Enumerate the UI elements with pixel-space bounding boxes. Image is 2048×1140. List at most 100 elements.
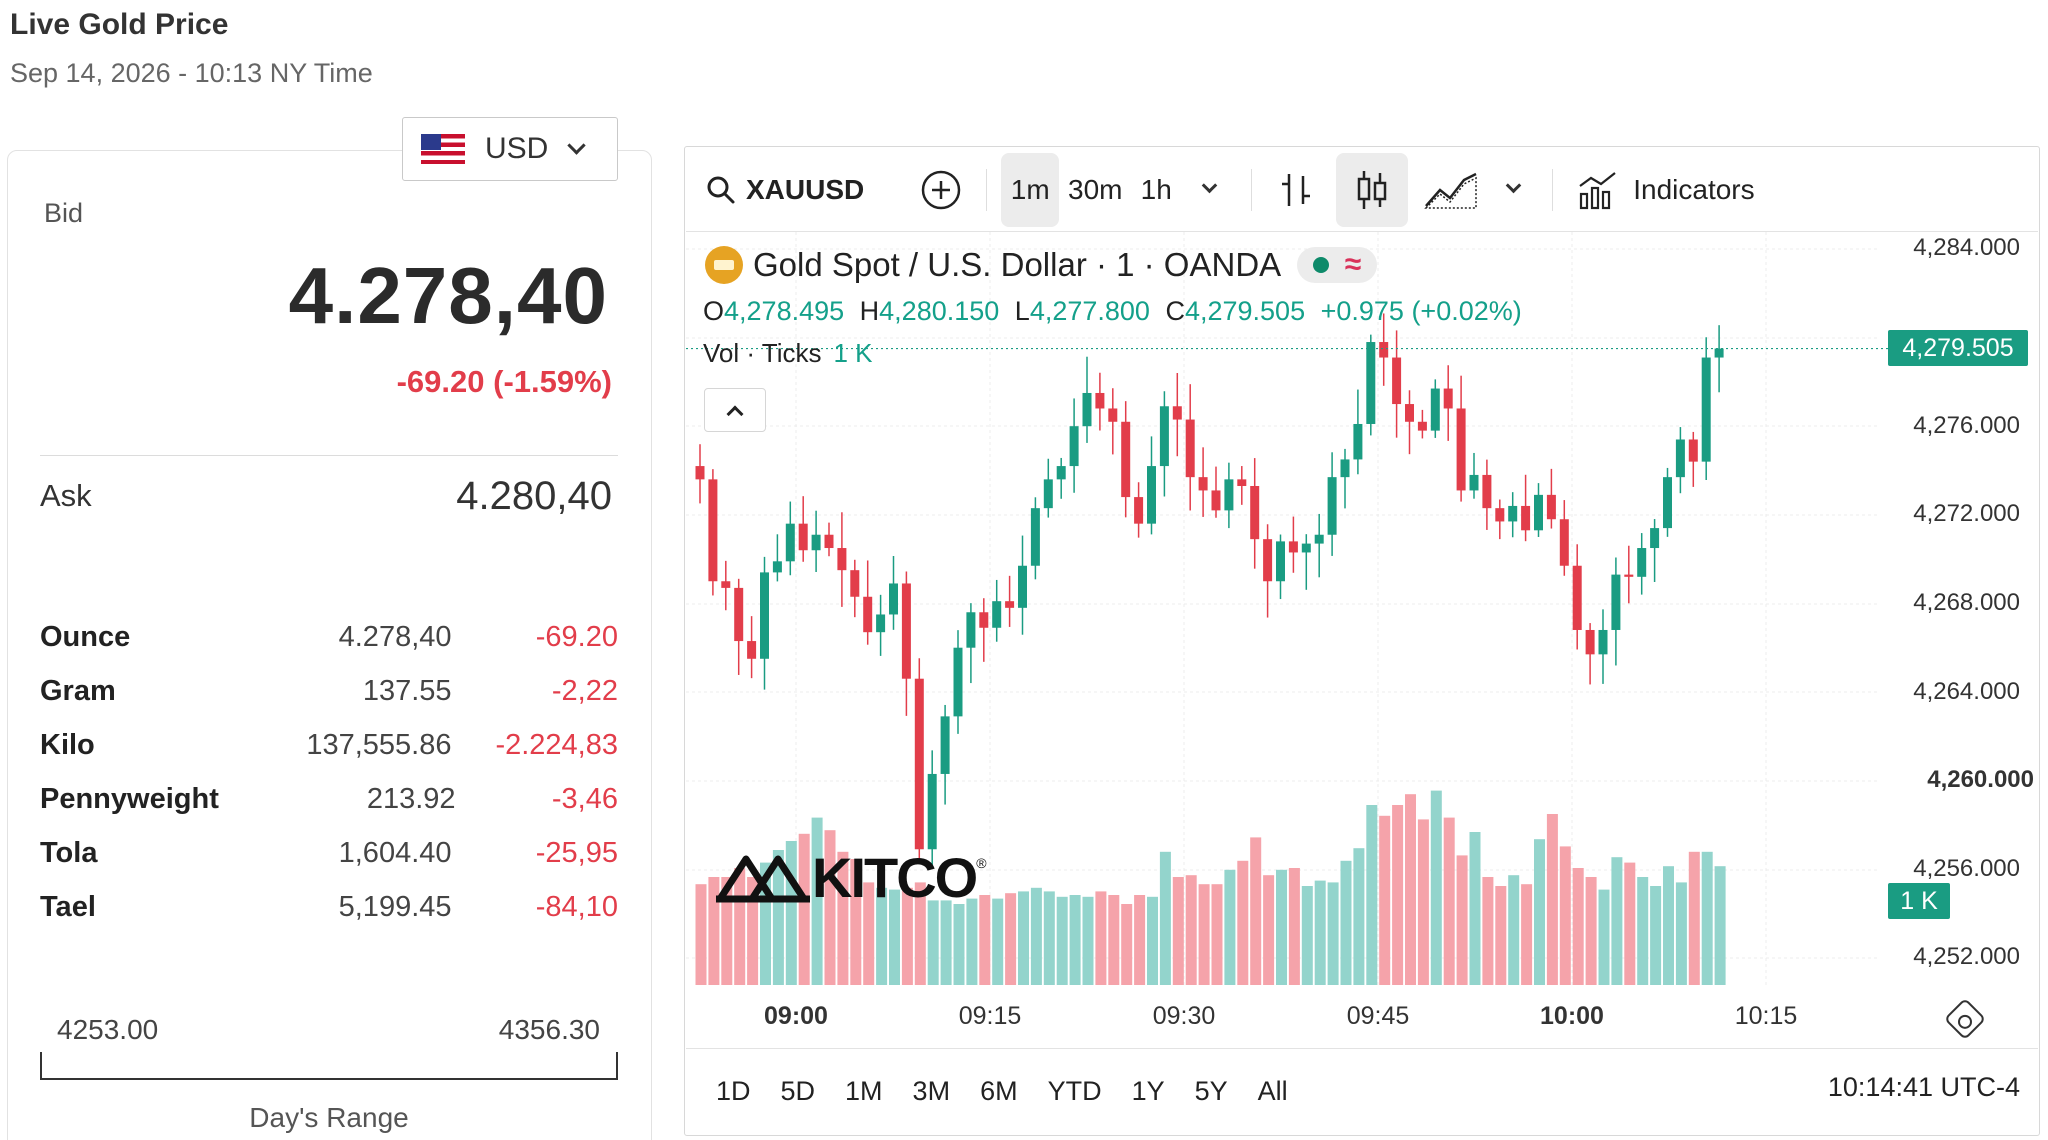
divider: [40, 455, 618, 456]
range-5y[interactable]: 5Y: [1194, 1076, 1228, 1106]
kitco-logo-icon: [716, 855, 810, 902]
price-panel: [7, 150, 652, 1140]
unit-price: 1,604.40: [338, 836, 452, 869]
market-open-dot-icon: [1313, 257, 1330, 273]
delayed-data-icon: ≈: [1344, 248, 1362, 281]
low-label: L: [1014, 296, 1030, 326]
page-subtitle: Sep 14, 2026 - 10:13 NY Time: [10, 58, 373, 88]
x-tick: 09:00: [764, 1002, 828, 1030]
kitco-wordmark: KITCO: [812, 846, 978, 909]
unit-row-tola: Tola 1,604.40 -25,95: [40, 826, 618, 880]
y-tick: 4,264.000: [1913, 678, 2020, 705]
x-tick: 10:15: [1734, 1002, 1798, 1030]
symbol-search[interactable]: XAUUSD: [706, 174, 864, 206]
ohlc-legend: O4,278.495 H4,280.150 L4,277.800 C4,279.…: [703, 296, 1522, 327]
unit-row-pennyweight: Pennyweight 213.92 -3,46: [40, 772, 618, 826]
range-5d[interactable]: 5D: [780, 1076, 816, 1106]
y-tick: 4,260.000: [1927, 766, 2034, 793]
high-value: 4,280.150: [879, 296, 1000, 326]
open-label: O: [703, 296, 725, 326]
area-chart-icon: [1424, 172, 1477, 209]
day-range-label: Day's Range: [249, 1102, 409, 1133]
low-value: 4,277.800: [1029, 296, 1150, 326]
area-style-button[interactable]: [1414, 153, 1488, 227]
interval-30m[interactable]: 30m: [1068, 173, 1123, 205]
y-tick: 4,272.000: [1913, 500, 2020, 527]
range-1d[interactable]: 1D: [716, 1076, 751, 1106]
x-tick: 09:45: [1346, 1002, 1410, 1030]
chevron-down-icon: [1201, 177, 1218, 194]
unit-change: -69.20: [535, 620, 618, 653]
unit-price: 4.278,40: [338, 620, 452, 653]
indicators-icon: [1579, 171, 1616, 209]
indicators-label: Indicators: [1633, 173, 1755, 205]
open-value: 4,278.495: [724, 296, 845, 326]
candle-style-button[interactable]: [1336, 152, 1409, 227]
unit-name: Tola: [40, 836, 98, 869]
chart-type-dropdown[interactable]: [1488, 153, 1538, 227]
chart-title: Gold Spot / U.S. Dollar · 1 · OANDA ≈: [705, 246, 1378, 284]
currency-select[interactable]: USD: [402, 117, 618, 181]
y-tick: 4,284.000: [1913, 234, 2020, 261]
candles-icon: [1357, 170, 1387, 209]
chart-widget: [684, 146, 2040, 1136]
unit-price: 213.92: [366, 782, 456, 815]
y-tick: 4,252.000: [1913, 943, 2020, 970]
unit-name: Tael: [40, 890, 96, 923]
volume-value: 1 K: [833, 338, 873, 368]
y-tick: 4,276.000: [1913, 412, 2020, 439]
volume-tag: 1 K: [1888, 883, 1950, 919]
unit-row-tael: Tael 5,199.45 -84,10: [40, 880, 618, 934]
day-range-high: 4356.30: [498, 1014, 600, 1045]
unit-change: -25,95: [535, 836, 618, 869]
unit-name: Ounce: [40, 620, 131, 653]
symbol-label: XAUUSD: [746, 173, 865, 205]
day-range-low: 4253.00: [57, 1014, 159, 1045]
x-tick: 09:15: [958, 1002, 1022, 1030]
unit-table: Ounce 4.278,40 -69.20 Gram 137.55 -2,22 …: [40, 610, 618, 934]
chart-toolbar: XAUUSD 1m 30m 1h: [686, 148, 2038, 232]
unit-row-gram: Gram 137.55 -2,22: [40, 664, 618, 718]
x-tick: 09:30: [1152, 1002, 1216, 1030]
range-ytd[interactable]: YTD: [1047, 1076, 1102, 1106]
indicators-button[interactable]: Indicators: [1567, 153, 1764, 227]
chevron-down-icon: [1505, 177, 1522, 194]
plus-circle-icon: [921, 170, 961, 209]
chart-clock: 10:14:41 UTC-4: [1827, 1072, 2020, 1102]
bar-style-button[interactable]: [1266, 153, 1326, 227]
unit-row-kilo: Kilo 137,555.86 -2.224,83: [40, 718, 618, 772]
unit-change: -3,46: [551, 782, 618, 815]
y-tick: 4,268.000: [1913, 589, 2020, 616]
range-6m[interactable]: 6M: [980, 1076, 1018, 1106]
search-icon: [707, 176, 735, 203]
interval-1m[interactable]: 1m: [1001, 152, 1060, 227]
interval-dropdown[interactable]: [1181, 153, 1237, 227]
range-1m[interactable]: 1M: [845, 1076, 883, 1106]
interval-1h[interactable]: 1h: [1140, 173, 1172, 205]
range-3m[interactable]: 3M: [912, 1076, 951, 1106]
close-label: C: [1165, 296, 1185, 326]
market-status-badge[interactable]: ≈: [1297, 247, 1378, 283]
unit-price: 137,555.86: [306, 728, 452, 761]
chevron-down-icon: [567, 135, 587, 155]
range-bar: 1D 5D 1M 3M 6M YTD 1Y 5Y All: [686, 1048, 2038, 1134]
range-1y[interactable]: 1Y: [1131, 1076, 1165, 1106]
high-label: H: [859, 296, 880, 326]
bid-change: -69.20 (-1.59%): [396, 364, 612, 399]
unit-row-ounce: Ounce 4.278,40 -69.20: [40, 610, 618, 664]
range-all[interactable]: All: [1257, 1076, 1288, 1106]
unit-change: -2.224,83: [495, 728, 618, 761]
volume-legend: Vol · Ticks 1 K: [703, 338, 873, 369]
day-range-bar: [40, 1052, 618, 1080]
add-symbol-button[interactable]: [920, 169, 962, 211]
close-value: 4,279.505: [1184, 296, 1306, 326]
collapse-legend-button[interactable]: [704, 388, 766, 432]
volume-label: Vol · Ticks: [703, 338, 822, 368]
change-value: +0.975 (+0.02%): [1320, 296, 1522, 326]
bars-icon: [1282, 173, 1311, 206]
last-price-tag: 4,279.505: [1888, 330, 2028, 366]
chart-title-text: Gold Spot / U.S. Dollar · 1 · OANDA: [753, 246, 1282, 283]
unit-name: Gram: [40, 674, 116, 707]
bid-label: Bid: [44, 198, 84, 228]
unit-price: 5,199.45: [338, 890, 452, 923]
